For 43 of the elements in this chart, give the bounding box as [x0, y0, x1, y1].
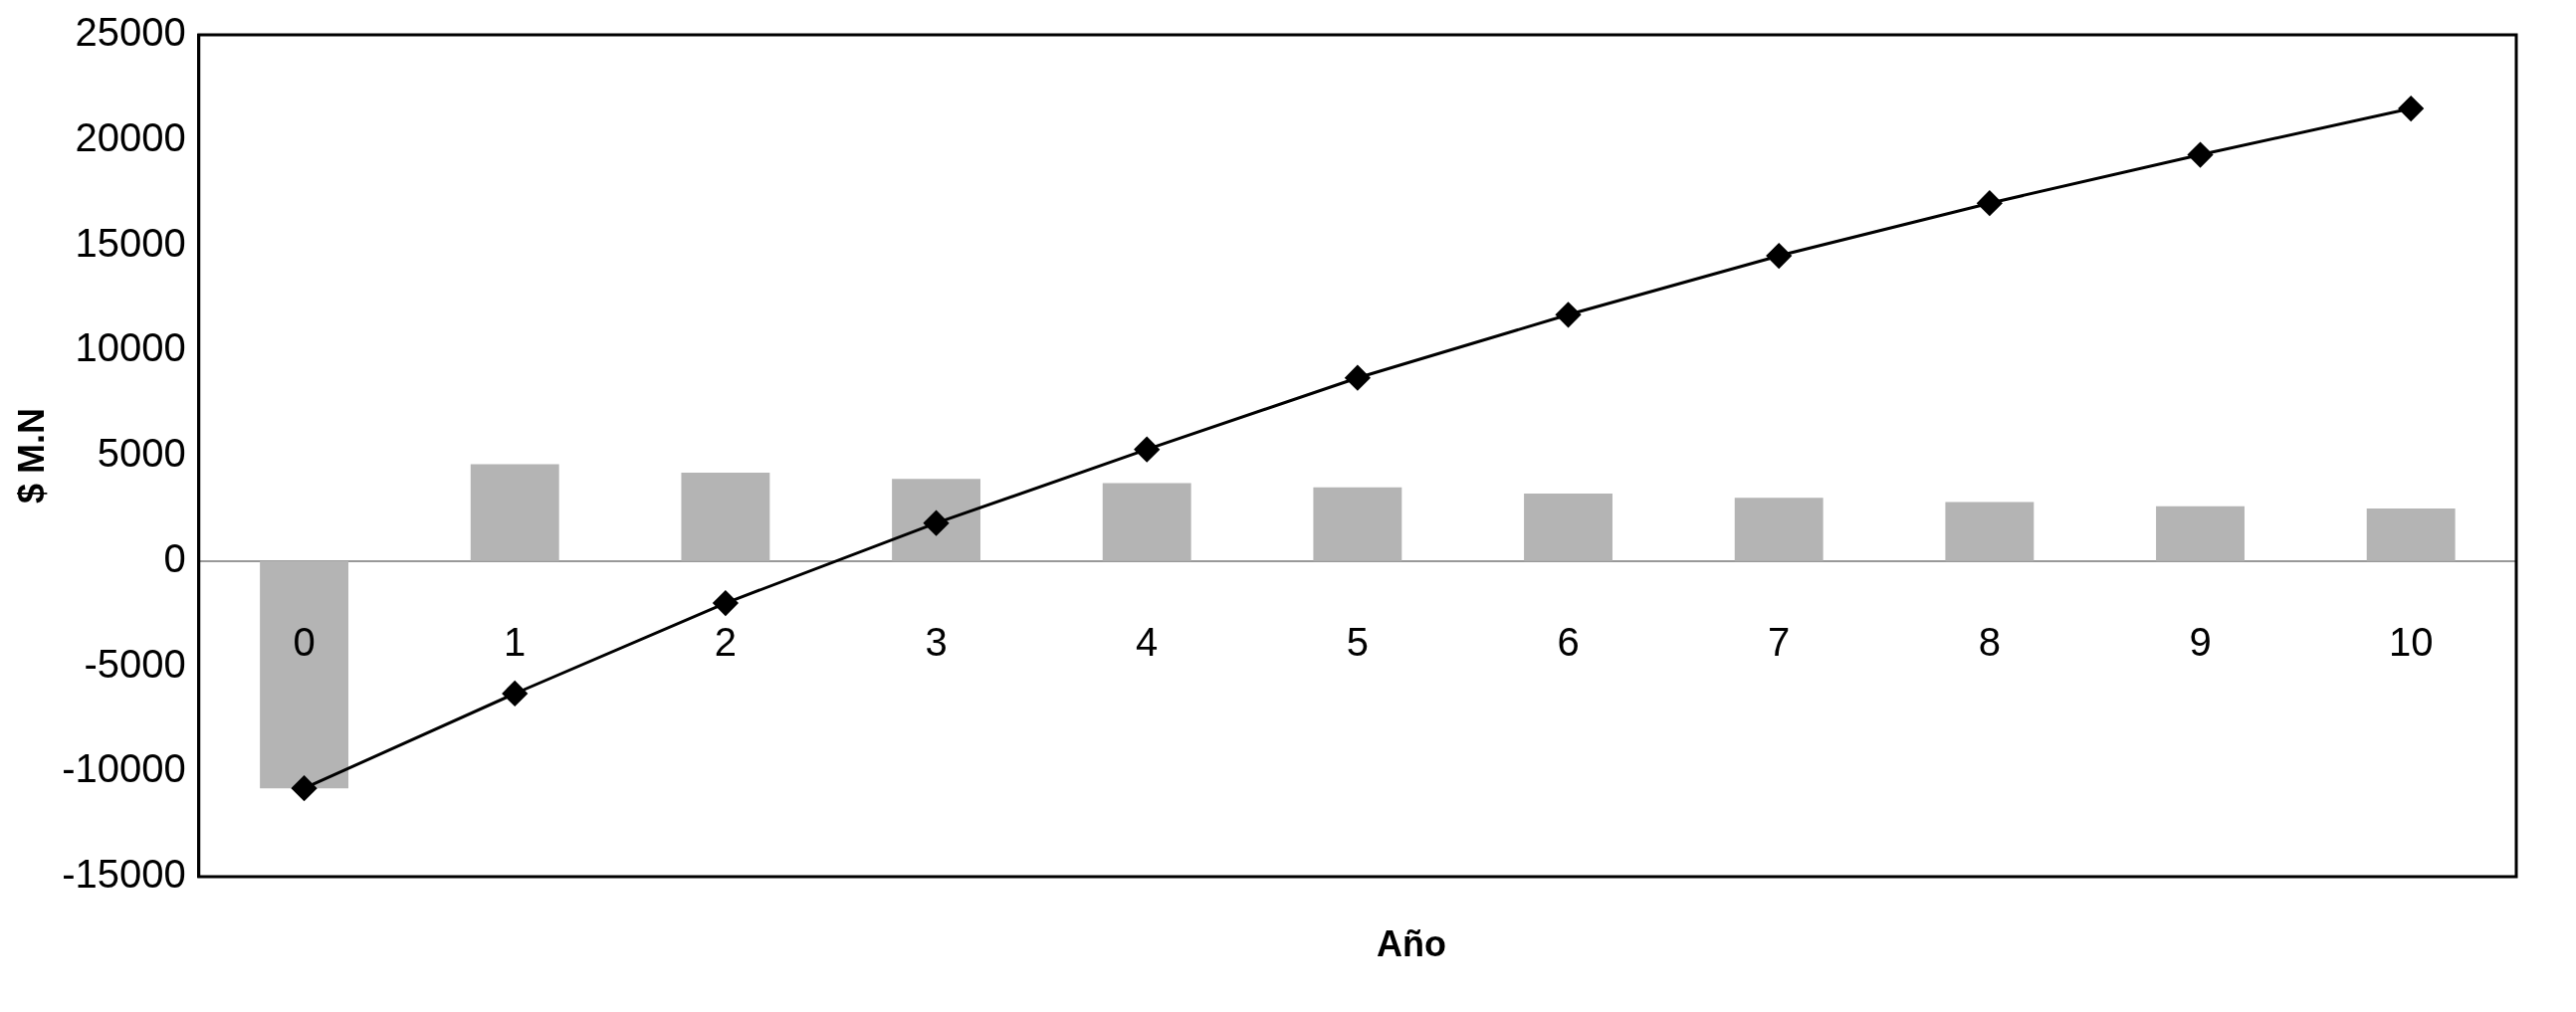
point — [292, 775, 318, 801]
point — [1766, 243, 1792, 269]
point — [1556, 302, 1582, 327]
x-tick-label: 1 — [504, 619, 527, 664]
bar — [681, 472, 770, 561]
y-tick-label: 0 — [163, 535, 186, 580]
y-tick-label: -10000 — [62, 746, 186, 791]
x-tick-label: 10 — [2388, 619, 2434, 664]
point — [502, 681, 528, 707]
bar — [1524, 494, 1612, 561]
x-tick-label: 3 — [925, 619, 948, 664]
x-tick-label: 2 — [714, 619, 738, 664]
point — [713, 590, 739, 616]
point — [1134, 437, 1160, 463]
x-axis-title: Año — [1376, 923, 1447, 965]
bar — [2156, 506, 2245, 561]
y-tick-label: -15000 — [62, 852, 186, 897]
point — [1977, 190, 2003, 216]
point — [2188, 142, 2214, 168]
point — [1345, 365, 1371, 391]
x-tick-label: 6 — [1557, 619, 1580, 664]
bar — [1734, 498, 1824, 561]
x-tick-label: 8 — [1978, 619, 2001, 664]
y-tick-label: 15000 — [75, 220, 186, 265]
bar — [260, 560, 349, 789]
x-tick-label: 7 — [1768, 619, 1791, 664]
y-tick-label: 5000 — [97, 431, 186, 476]
bar — [470, 464, 559, 561]
y-tick-label: 20000 — [75, 114, 186, 159]
bar — [892, 479, 981, 561]
x-tick-label: 0 — [293, 619, 316, 664]
point — [2398, 96, 2424, 121]
bar — [1945, 502, 2035, 561]
y-tick-label: -5000 — [84, 641, 186, 686]
x-tick-label: 9 — [2189, 619, 2212, 664]
x-tick-label: 5 — [1346, 619, 1369, 664]
bar — [2366, 507, 2456, 561]
y-axis-title: $ M.N — [10, 407, 52, 505]
y-tick-label: 25000 — [75, 10, 186, 55]
bar — [1102, 483, 1191, 561]
bar — [1313, 487, 1402, 561]
y-tick-label: 10000 — [75, 325, 186, 370]
x-tick-label: 4 — [1136, 619, 1159, 664]
